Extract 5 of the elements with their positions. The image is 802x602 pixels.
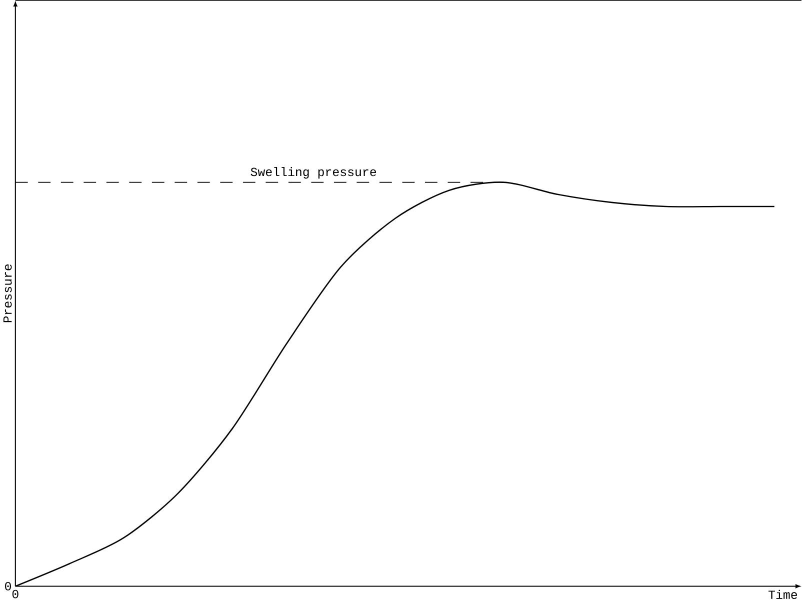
text: 0 xyxy=(12,590,18,598)
y-axis-title: Pressure xyxy=(3,264,12,322)
text: 0 xyxy=(5,582,11,590)
x-axis-title: Time xyxy=(768,590,798,599)
ref-line-label: Swelling pressure xyxy=(250,166,376,178)
